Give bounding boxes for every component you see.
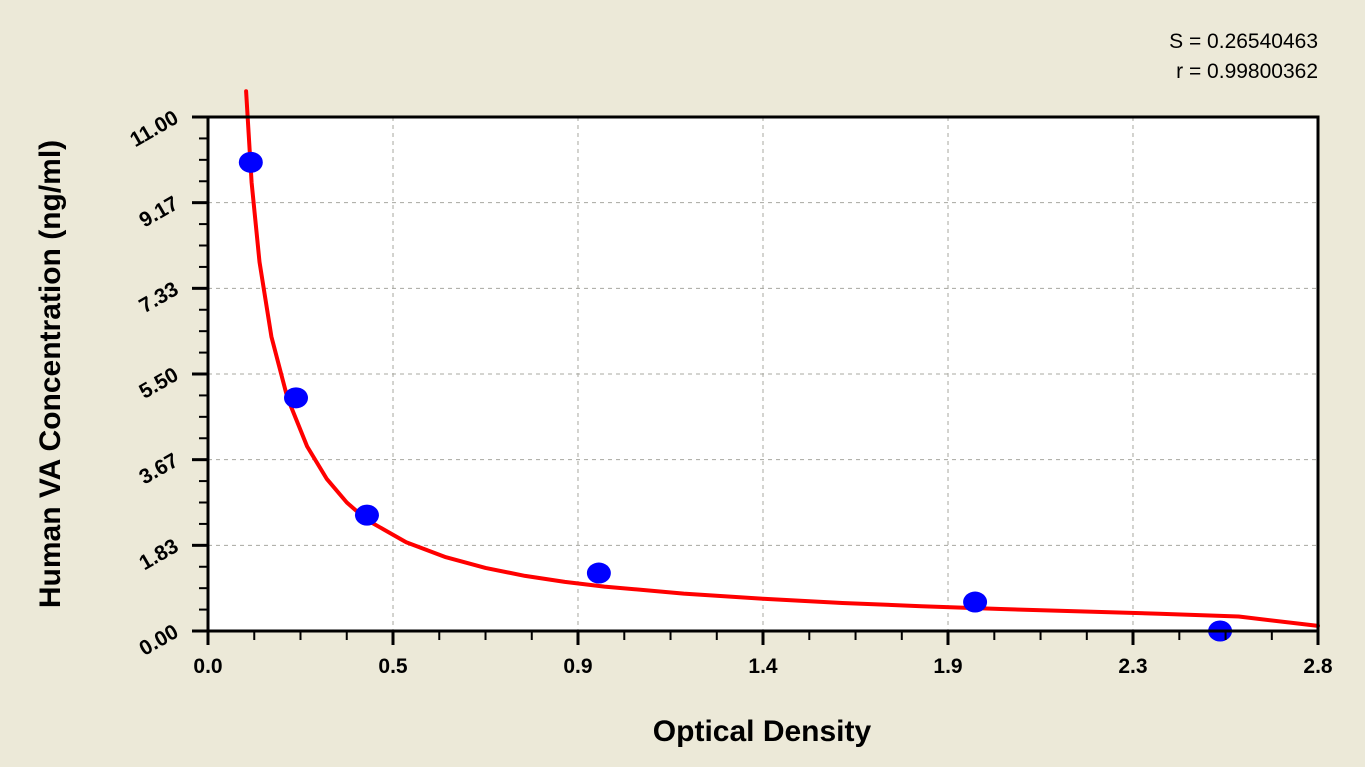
data-point <box>586 562 611 584</box>
x-tick-label: 0.9 <box>563 655 592 678</box>
y-tick-label: 1.83 <box>135 535 182 575</box>
data-point <box>354 504 379 526</box>
data-point <box>284 387 309 409</box>
y-tick-label: 9.17 <box>135 192 182 232</box>
y-tick-label: 5.50 <box>135 363 182 403</box>
y-axis-label: Human VA Concentration (ng/ml) <box>34 140 67 608</box>
y-tick-label: 11.00 <box>126 106 182 152</box>
x-tick-label: 2.3 <box>1118 655 1147 678</box>
x-axis-label: Optical Density <box>653 715 872 748</box>
data-point <box>238 151 263 173</box>
x-tick-label: 0.0 <box>193 655 222 678</box>
x-tick-label: 0.5 <box>378 655 408 678</box>
x-tick-label: 1.4 <box>748 655 778 678</box>
grid-lines <box>208 117 1318 631</box>
s-statistic: S = 0.26540463 <box>1169 30 1318 53</box>
data-point <box>963 591 988 613</box>
y-tick-label: 3.67 <box>135 449 182 489</box>
x-axis-ticks: 0.0 0.5 0.9 1.4 1.9 2.3 2.8 <box>193 631 1333 678</box>
y-tick-label: 7.33 <box>135 278 182 318</box>
fitted-curve <box>244 89 1320 628</box>
y-axis-ticks: 0.00 1.83 3.67 5.50 7.33 9.17 11.00 <box>126 106 208 661</box>
curve-path <box>244 89 1320 628</box>
r-statistic: r = 0.99800362 <box>1176 60 1318 83</box>
y-tick-label: 0.00 <box>135 620 182 660</box>
x-tick-label: 2.8 <box>1303 655 1333 678</box>
x-tick-label: 1.9 <box>933 655 962 678</box>
